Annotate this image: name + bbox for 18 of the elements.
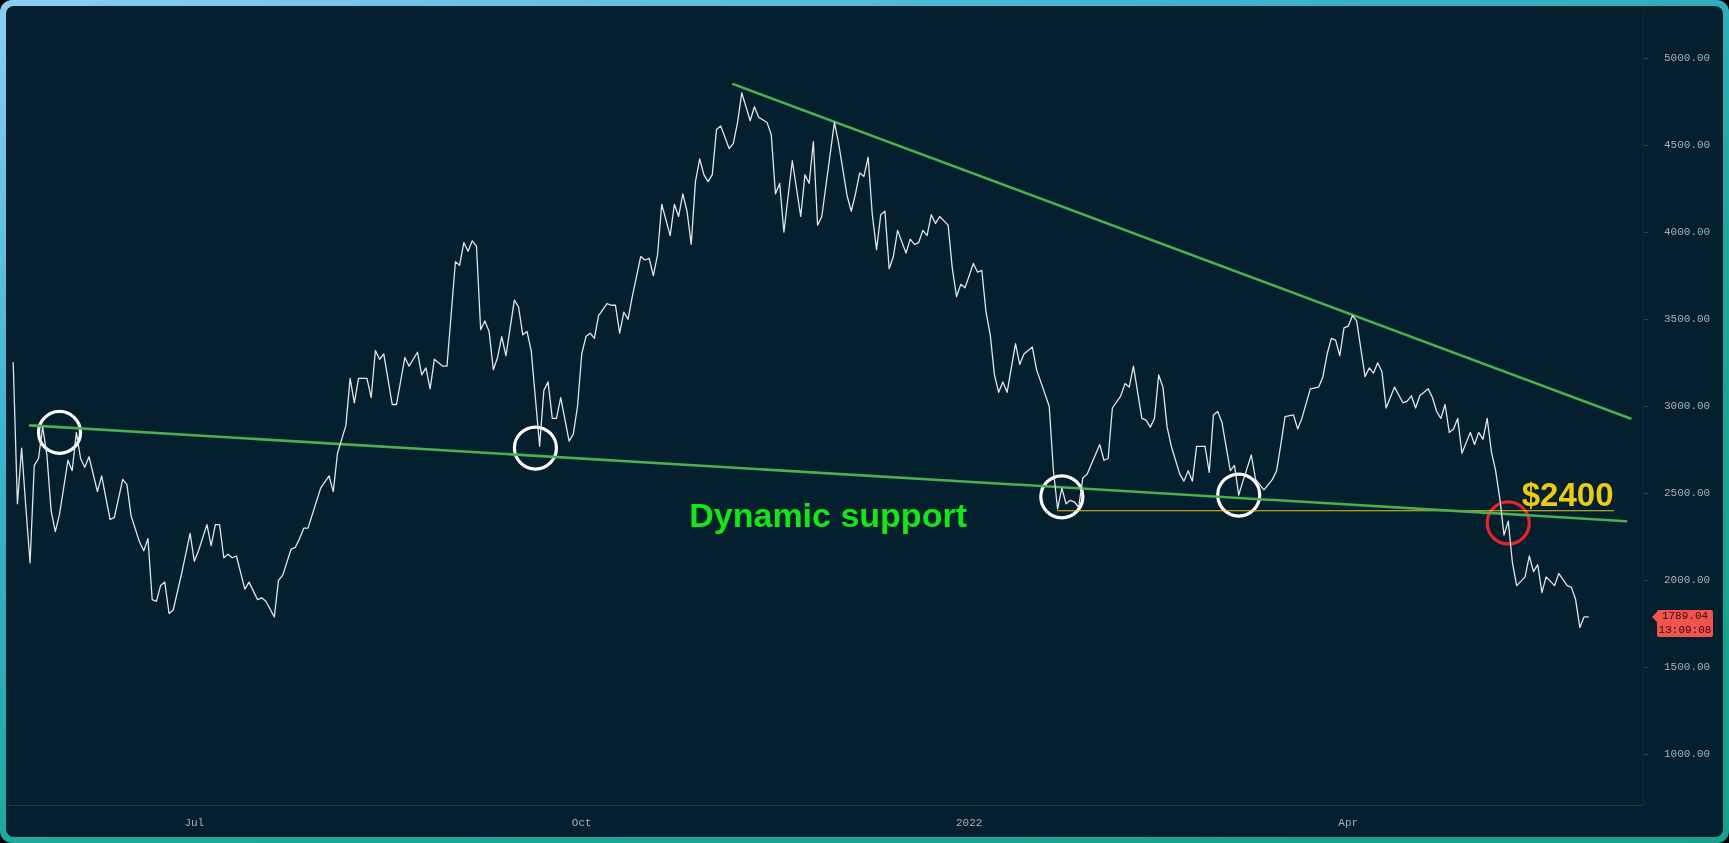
x-tick-label: Apr bbox=[1338, 816, 1359, 829]
point bbox=[1216, 472, 1262, 518]
y-tick-label: 3000.00 bbox=[1664, 400, 1711, 413]
y-tick-label: 3500.00 bbox=[1664, 313, 1711, 326]
y-tick-label: 4500.00 bbox=[1664, 138, 1711, 151]
y-tick-label: 1500.00 bbox=[1664, 661, 1711, 674]
y-tick-label: 2500.00 bbox=[1664, 487, 1711, 500]
point bbox=[512, 425, 559, 471]
x-tick-label: Jul bbox=[184, 816, 205, 829]
x-tick-label: Oct bbox=[571, 816, 592, 829]
x-tick-label: 2022 bbox=[955, 816, 983, 829]
series-label: Dynamic support bbox=[689, 495, 967, 534]
point bbox=[1039, 474, 1085, 520]
y-tick-label: 5000.00 bbox=[1664, 51, 1711, 64]
y-tick-label: 2000.00 bbox=[1664, 574, 1711, 587]
y-tick-label: 4000.00 bbox=[1664, 226, 1711, 239]
series-label: $2400 bbox=[1521, 475, 1614, 513]
y-tick-label: 1000.00 bbox=[1664, 748, 1711, 761]
